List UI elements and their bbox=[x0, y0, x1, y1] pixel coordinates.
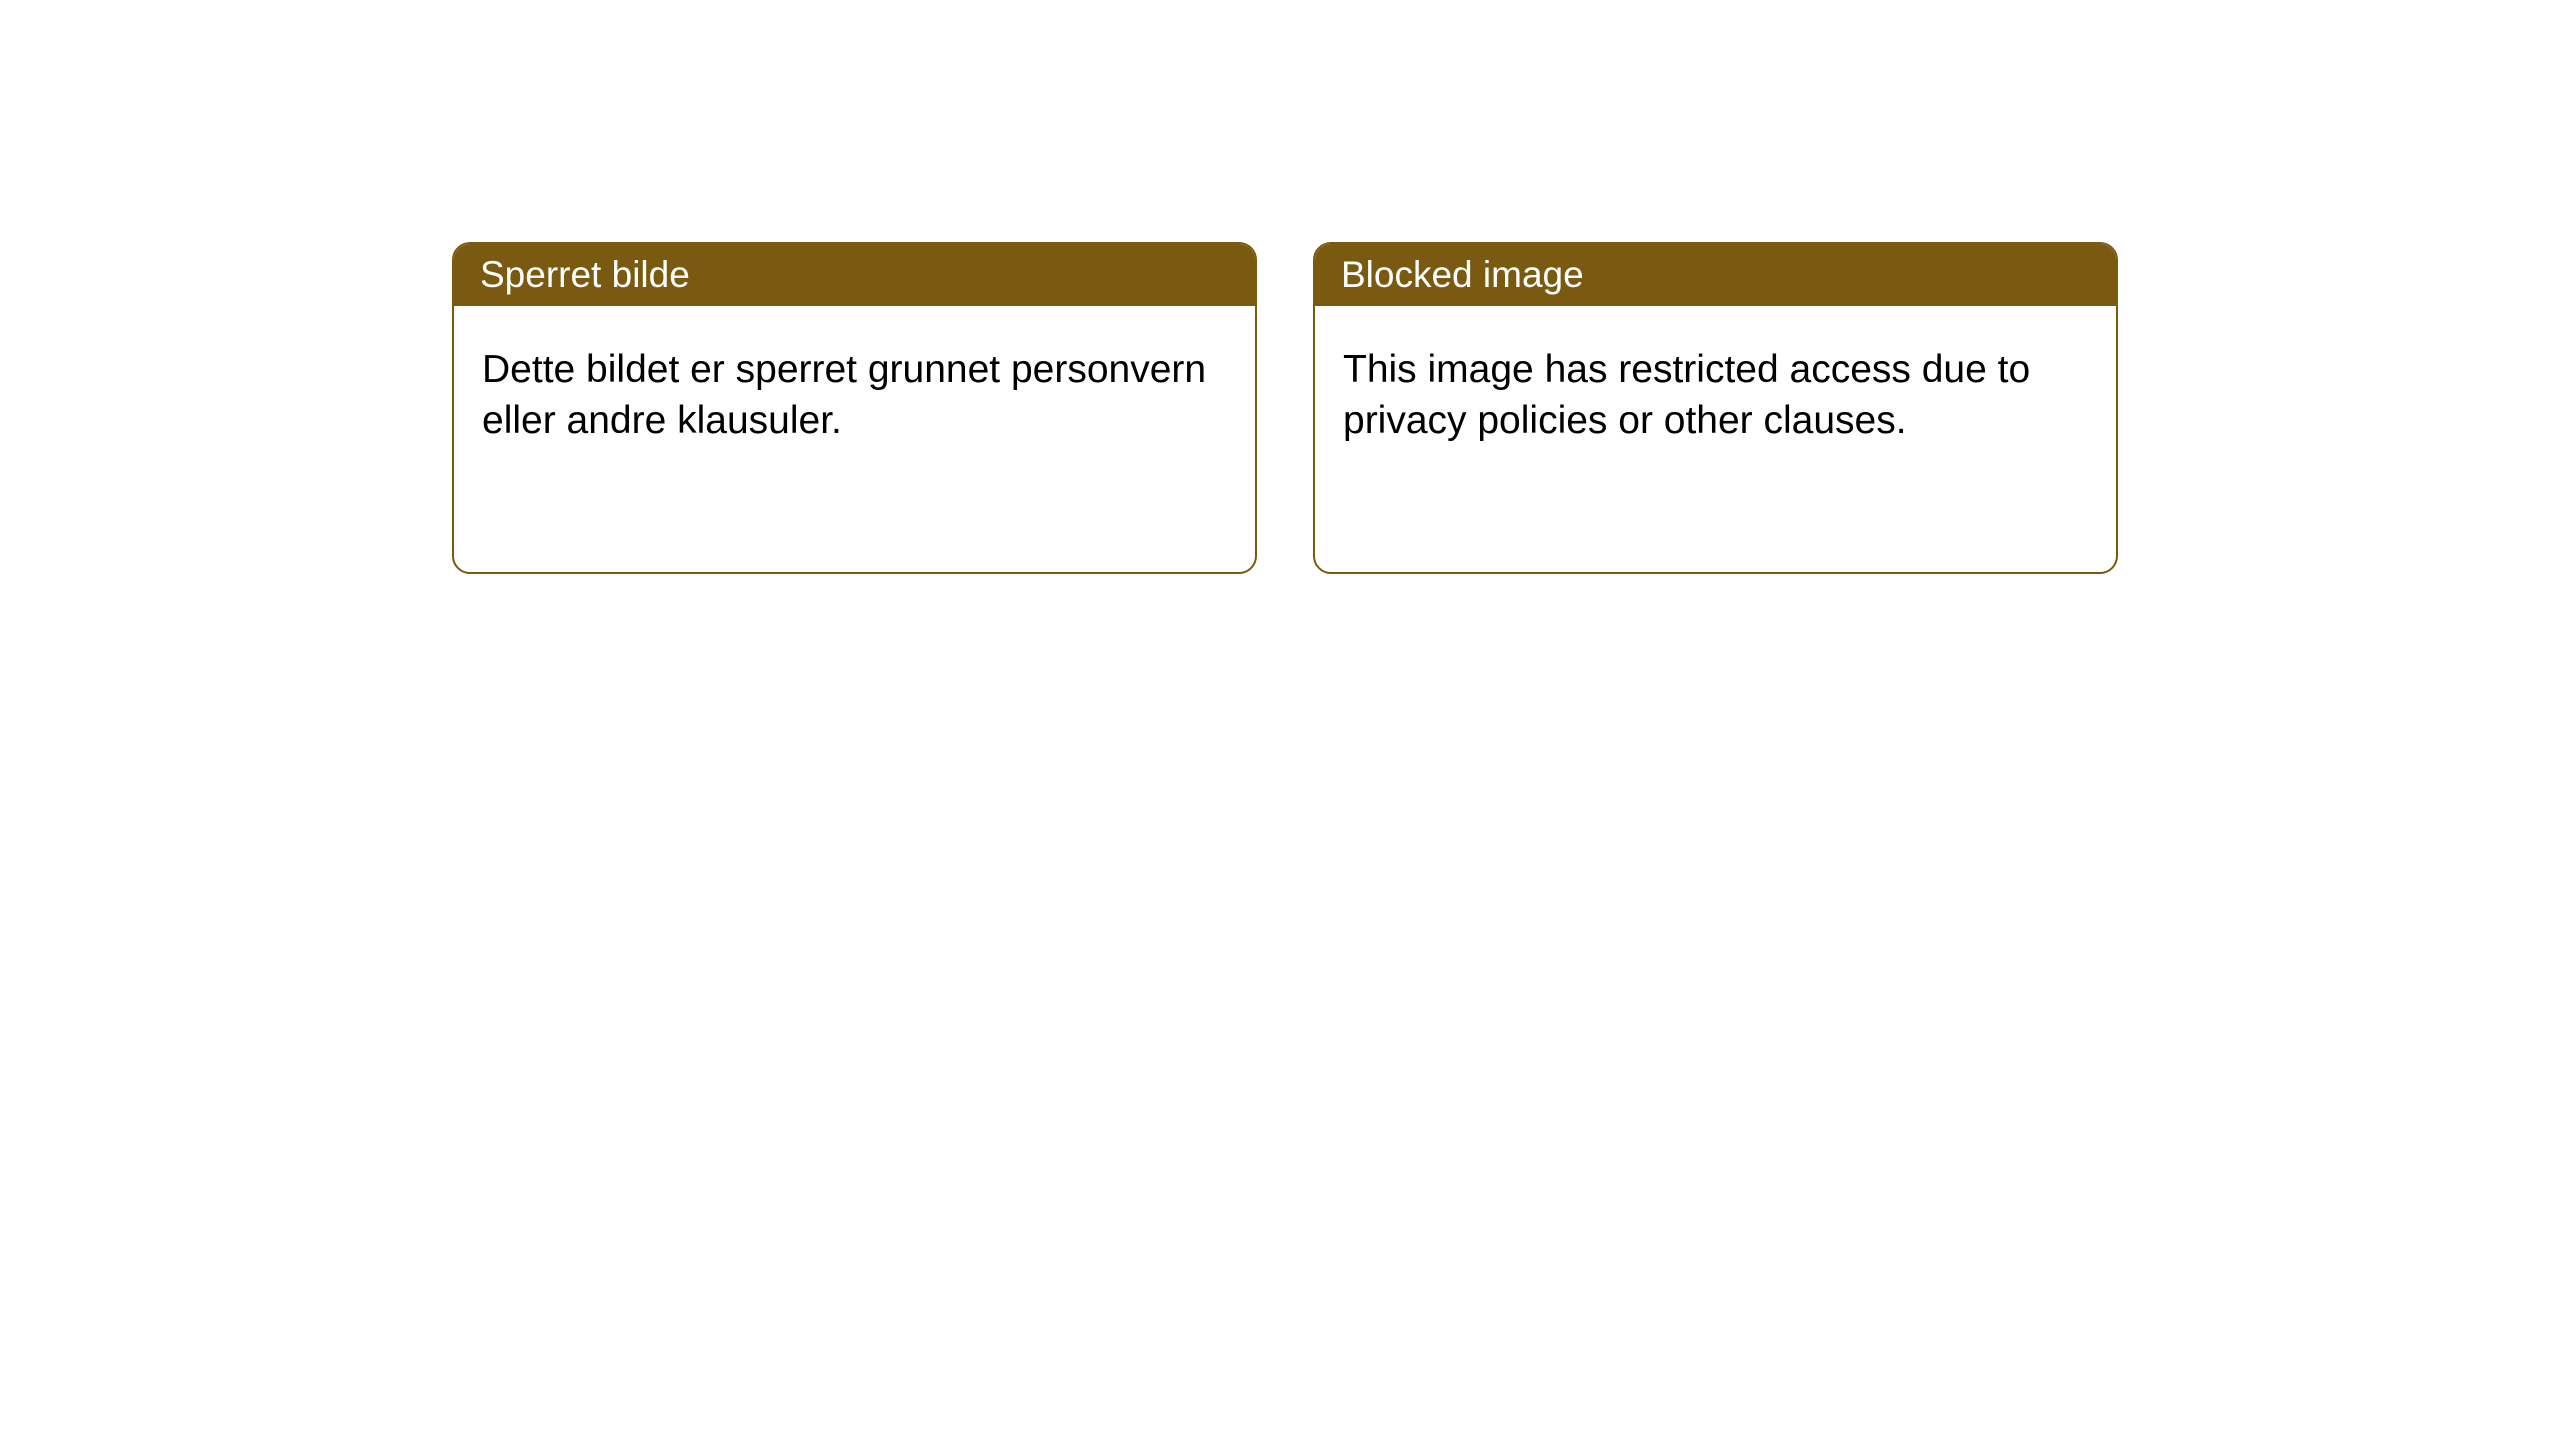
card-title: Sperret bilde bbox=[480, 254, 690, 295]
card-body-text: This image has restricted access due to … bbox=[1343, 348, 2030, 442]
card-body: Dette bildet er sperret grunnet personve… bbox=[454, 306, 1255, 485]
notice-card-english: Blocked image This image has restricted … bbox=[1313, 242, 2118, 574]
card-header: Sperret bilde bbox=[454, 244, 1255, 306]
notice-container: Sperret bilde Dette bildet er sperret gr… bbox=[0, 0, 2560, 574]
card-body: This image has restricted access due to … bbox=[1315, 306, 2116, 485]
card-header: Blocked image bbox=[1315, 244, 2116, 306]
card-title: Blocked image bbox=[1341, 254, 1584, 295]
card-body-text: Dette bildet er sperret grunnet personve… bbox=[482, 348, 1206, 442]
notice-card-norwegian: Sperret bilde Dette bildet er sperret gr… bbox=[452, 242, 1257, 574]
